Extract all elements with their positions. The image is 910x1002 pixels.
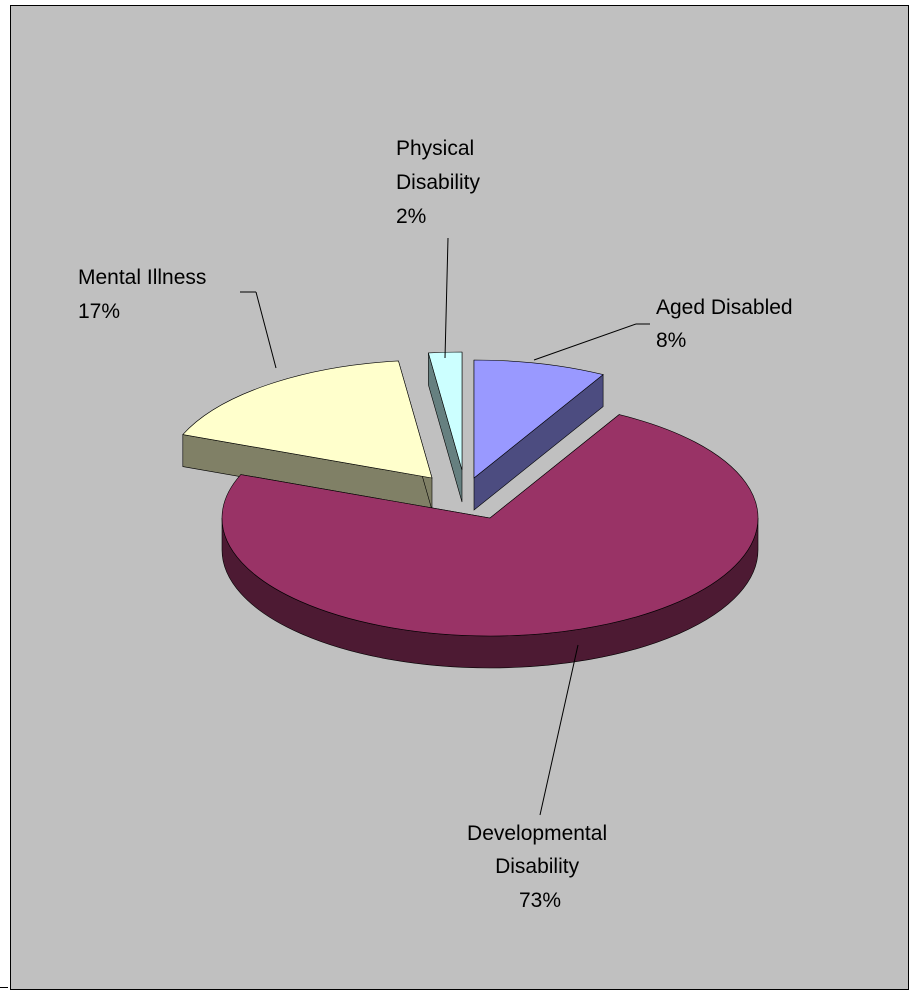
label-mental-illness-pct: 17% [78,300,120,323]
label-developmental-disability-line2: Disability [495,855,580,878]
slice-developmental-disability [221,414,759,637]
label-developmental-disability: Developmental Disability 73% [467,822,613,912]
slice-physical-disability [428,351,463,471]
label-mental-illness: Mental Illness 17% [78,266,212,323]
label-aged-disabled-name: Aged Disabled [656,296,793,319]
label-physical-disability-pct: 2% [396,205,426,228]
label-aged-disabled: Aged Disabled 8% [656,296,798,352]
slice-aged-disabled [473,359,604,479]
slice-mental-illness [182,360,433,479]
leader-line-physical-disability [444,237,449,359]
label-mental-illness-name: Mental Illness [78,266,206,289]
leader-line-mental-illness [255,291,277,369]
label-aged-disabled-pct: 8% [656,329,686,352]
leader-line-developmental-disability [539,644,579,816]
corner-tick [0,987,8,988]
label-physical-disability-line2: Disability [396,171,481,194]
label-developmental-disability-line1: Developmental [467,822,607,845]
leader-line-aged-disabled [533,323,637,361]
chart-area [10,5,909,990]
label-physical-disability: Physical Disability 2% [396,137,486,228]
label-physical-disability-line1: Physical [396,137,474,160]
label-developmental-disability-pct: 73% [519,889,561,912]
